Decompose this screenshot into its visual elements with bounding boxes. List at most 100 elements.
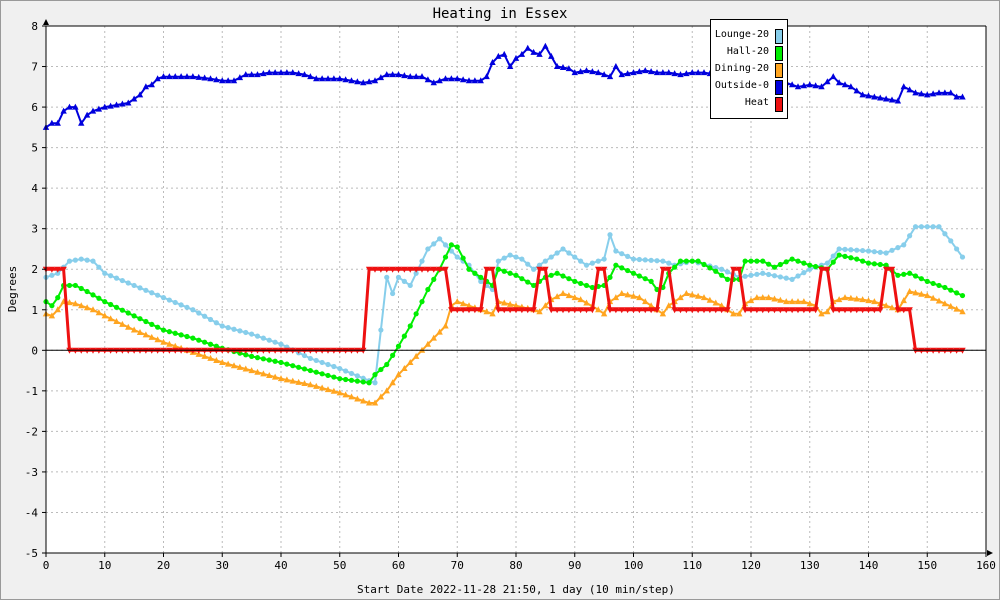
dining-20-point [818,310,825,317]
lounge-20-point [795,273,801,279]
dining-20-point [501,299,508,306]
hall-20-point [354,378,360,384]
y-tick-label: -5 [25,547,38,560]
hall-20-point [378,366,384,373]
hall-20-point [865,260,872,266]
dining-20-point [612,294,620,301]
dining-20-point [119,320,126,327]
heat-point [659,266,667,273]
outside-0-point [107,102,114,109]
chart-legend: Lounge-20 Hall-20 Dining-20 Outside-0 He… [710,19,788,119]
legend-label-heat: Heat [744,97,769,108]
dining-20-point [871,298,878,305]
hall-20-point [877,261,883,268]
dining-20-point [847,294,855,301]
heat-point [847,307,855,314]
lounge-20-point [372,380,378,386]
dining-20-point [424,340,432,347]
heat-point [777,307,784,314]
hall-20-point [390,352,396,358]
heat-point [365,266,373,273]
lounge-20-point [630,256,637,262]
dining-20-point [600,310,608,317]
dining-20-point [342,391,349,398]
x-tick-label: 60 [392,559,405,572]
outside-0-point [166,73,173,80]
dining-20-point [465,302,473,309]
dining-20-point [72,300,79,307]
hall-20-point [249,353,255,359]
dining-20-point [125,323,132,330]
outside-0-point [289,69,296,76]
outside-0-point [859,91,866,98]
hall-20-point [331,374,337,380]
hall-20-point [196,337,202,343]
heat-point [694,307,702,314]
lounge-20-point [542,258,548,264]
hall-20-point [924,278,930,284]
dining-20-point [113,318,120,325]
lounge-20-point [625,253,631,259]
heat-point [824,266,831,273]
lounge-20-point [119,277,125,284]
lounge-20-point [143,287,149,293]
heat-point [442,266,449,273]
outside-0-point [389,71,396,78]
hall-20-point [343,376,349,383]
dining-20-point [277,375,285,382]
lounge-20-point [572,254,578,260]
heat-point [524,307,531,314]
legend-item-outside: Outside-0 [711,79,787,96]
lounge-20-point [213,320,219,326]
heat-point [483,266,490,273]
x-tick-label: 120 [741,559,761,572]
dining-20-point [407,358,414,365]
heat-point [448,307,455,314]
dining-20-point [260,370,267,377]
outside-0-point [647,68,655,75]
dining-20-point [354,395,361,402]
outside-0-point [841,81,849,88]
outside-0-point [189,73,197,80]
lounge-20-point [901,242,907,248]
lounge-20-point [654,258,660,264]
hall-20-point [319,371,325,377]
heat-point [60,266,67,273]
outside-0-point [800,82,808,89]
outside-0-point [853,87,860,94]
lounge-20-point [390,290,396,297]
hall-20-point [760,258,766,264]
dining-20-point [777,296,784,303]
y-tick-label: 6 [31,101,38,114]
lounge-20-point [607,232,613,238]
hall-20-point [954,290,960,296]
heat-point [589,307,596,314]
outside-0-point [330,75,338,82]
legend-item-lounge: Lounge-20 [711,28,787,45]
dining-20-point [636,294,643,301]
x-tick-label: 160 [976,559,996,572]
hall-20-point [213,343,219,349]
lounge-20-point [824,260,830,266]
dining-20-point [753,294,761,301]
heat-point [871,307,878,314]
lounge-20-point [102,270,108,276]
x-tick-label: 90 [568,559,581,572]
dining-20-point [882,302,890,309]
hall-20-point [55,295,61,301]
hall-20-point [478,274,484,280]
heat-point [783,307,790,314]
dining-20-point [154,336,161,343]
hall-20-point [724,276,731,282]
lounge-20-point [249,331,255,337]
axis-layer: 0 10 20 30 40 50 60 70 80 90 100 110 120 130 140 150 160… [25,19,996,572]
lounge-20-point [307,355,313,362]
lounge-20-point [513,254,519,260]
dining-20-point [107,315,114,322]
lounge-20-point [724,269,731,275]
lounge-20-point [848,247,854,253]
heat-point [454,307,461,314]
x-tick-label: 10 [98,559,111,572]
heat-point [506,307,514,314]
hall-20-point [131,313,137,319]
